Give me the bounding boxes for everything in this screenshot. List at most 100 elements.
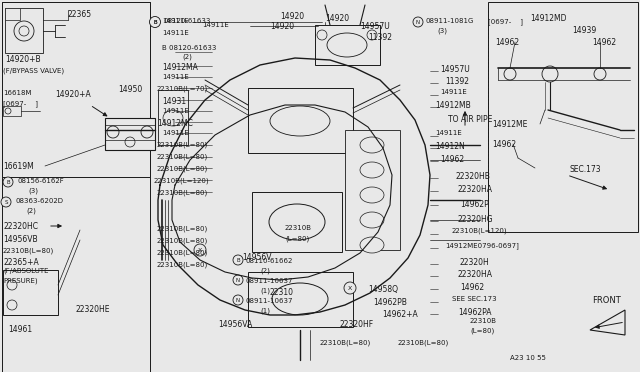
Text: 14956VB: 14956VB — [3, 235, 38, 244]
Ellipse shape — [360, 162, 384, 178]
Text: 22320HE: 22320HE — [75, 305, 109, 314]
Circle shape — [413, 17, 423, 27]
Text: 14911E: 14911E — [162, 30, 189, 36]
Text: 08911-10637: 08911-10637 — [245, 278, 292, 284]
Bar — [345, 130, 400, 250]
Text: X: X — [348, 285, 352, 291]
Circle shape — [594, 68, 606, 80]
Text: 22320HA: 22320HA — [458, 270, 493, 279]
Circle shape — [1, 197, 11, 207]
Circle shape — [367, 30, 377, 40]
Text: 22310B: 22310B — [285, 225, 312, 231]
Circle shape — [233, 295, 243, 305]
Text: 22310B: 22310B — [470, 318, 497, 324]
Text: 22310B(L=80): 22310B(L=80) — [398, 340, 449, 346]
Text: 14962: 14962 — [440, 155, 464, 164]
Text: 14939: 14939 — [572, 26, 596, 35]
Circle shape — [233, 255, 243, 265]
Text: N: N — [236, 278, 240, 282]
Text: 14911E: 14911E — [202, 22, 228, 28]
Text: 22320HF: 22320HF — [340, 320, 374, 329]
Text: TO AIR PIPE: TO AIR PIPE — [448, 115, 492, 124]
Circle shape — [150, 16, 161, 28]
Text: 11392: 11392 — [368, 33, 392, 42]
Bar — [5, 8, 43, 53]
Bar — [3, 270, 58, 315]
Text: 14920+B: 14920+B — [5, 55, 40, 64]
Circle shape — [194, 244, 206, 256]
Text: 14962PA: 14962PA — [458, 308, 492, 317]
Text: 14911E: 14911E — [162, 130, 189, 136]
Text: 14962: 14962 — [495, 38, 519, 47]
Circle shape — [19, 26, 29, 36]
Text: 14957U: 14957U — [360, 22, 390, 31]
Ellipse shape — [360, 212, 384, 228]
Text: S: S — [4, 199, 8, 205]
Text: 14962: 14962 — [460, 283, 484, 292]
Text: 22310B(L=70): 22310B(L=70) — [157, 85, 208, 92]
Text: 22310B(L=80): 22310B(L=80) — [157, 261, 208, 267]
Text: (L=80): (L=80) — [470, 328, 494, 334]
Text: 16618M: 16618M — [3, 90, 31, 96]
Text: 08110-61662: 08110-61662 — [245, 258, 292, 264]
Circle shape — [14, 21, 34, 41]
Bar — [315, 25, 380, 65]
Text: 14911E: 14911E — [162, 74, 189, 80]
Text: 22310B(L=80): 22310B(L=80) — [157, 142, 208, 148]
Text: (1): (1) — [260, 288, 270, 295]
Text: 08363-6202D: 08363-6202D — [16, 198, 64, 204]
Text: 14950: 14950 — [118, 85, 142, 94]
Text: X: X — [198, 247, 202, 253]
Text: 22310B(L=80): 22310B(L=80) — [157, 189, 208, 196]
Text: 11392: 11392 — [445, 77, 469, 86]
Text: 22365: 22365 — [68, 10, 92, 19]
Bar — [2, 2, 150, 372]
Text: 22310B(L=120): 22310B(L=120) — [452, 228, 508, 234]
Text: 22310B(L=80): 22310B(L=80) — [3, 247, 54, 253]
Text: SEC.173: SEC.173 — [570, 165, 602, 174]
Circle shape — [3, 177, 13, 187]
Circle shape — [344, 282, 356, 294]
Text: 22310: 22310 — [270, 288, 294, 297]
Text: 14912ME: 14912ME — [492, 120, 527, 129]
Text: 14912MB: 14912MB — [435, 101, 471, 110]
Bar — [252, 192, 342, 252]
Ellipse shape — [360, 237, 384, 253]
Ellipse shape — [163, 110, 183, 126]
Text: (2): (2) — [260, 268, 270, 275]
Ellipse shape — [270, 106, 330, 136]
Text: PRESURE): PRESURE) — [3, 278, 38, 285]
Text: 08911-10637: 08911-10637 — [245, 298, 292, 304]
Text: 08120-61633: 08120-61633 — [163, 18, 211, 24]
Text: 14912N: 14912N — [435, 142, 465, 151]
Bar — [3, 106, 21, 116]
Text: 14962PB: 14962PB — [373, 298, 407, 307]
Circle shape — [141, 126, 153, 138]
Polygon shape — [590, 310, 625, 335]
Ellipse shape — [327, 33, 367, 57]
Text: B: B — [236, 257, 240, 263]
Text: 08156-6162F: 08156-6162F — [18, 178, 65, 184]
Text: 22310B(L=80): 22310B(L=80) — [157, 237, 208, 244]
Text: FRONT: FRONT — [592, 296, 621, 305]
Text: 14912MA: 14912MA — [162, 63, 198, 72]
Text: 22320HG: 22320HG — [458, 215, 493, 224]
Text: 14957U: 14957U — [440, 65, 470, 74]
Text: (F/BYPASS VALVE): (F/BYPASS VALVE) — [3, 67, 64, 74]
Ellipse shape — [272, 283, 328, 315]
Text: N: N — [416, 19, 420, 25]
Text: 22320H: 22320H — [460, 258, 490, 267]
Text: 22310B(L=80): 22310B(L=80) — [320, 340, 371, 346]
Ellipse shape — [360, 187, 384, 203]
Text: (3): (3) — [28, 187, 38, 193]
Text: A23 10 55: A23 10 55 — [510, 355, 546, 361]
Text: 14920: 14920 — [325, 14, 349, 23]
Text: 16619M: 16619M — [3, 162, 34, 171]
Text: 22310B(L=80): 22310B(L=80) — [157, 225, 208, 231]
Text: 14962: 14962 — [592, 38, 616, 47]
Text: [0697-    ]: [0697- ] — [3, 100, 38, 107]
Circle shape — [125, 137, 135, 147]
Text: 08911-1081G: 08911-1081G — [425, 18, 474, 24]
Text: 14962+A: 14962+A — [382, 310, 418, 319]
Text: 22310B(L=80): 22310B(L=80) — [157, 249, 208, 256]
